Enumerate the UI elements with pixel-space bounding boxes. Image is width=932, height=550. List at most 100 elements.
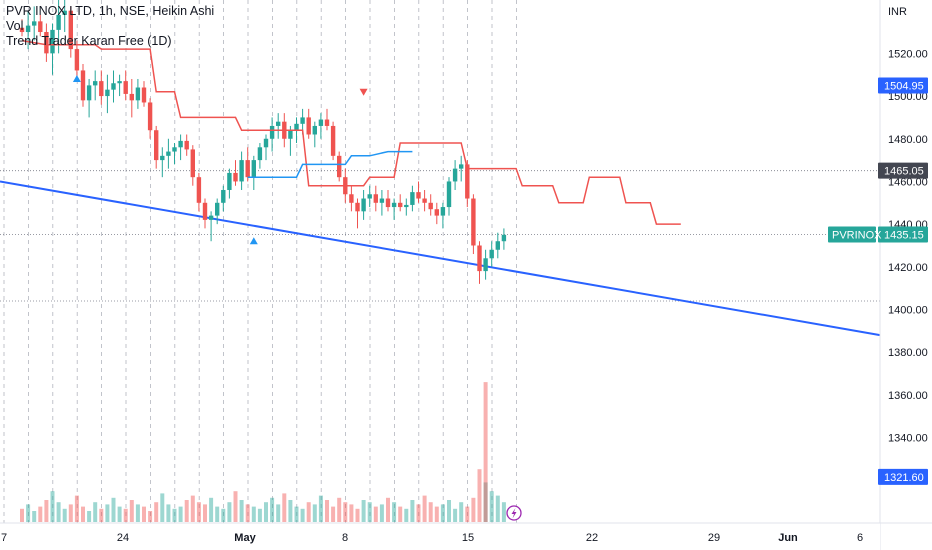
candle-body — [483, 258, 488, 272]
volume-bar — [245, 504, 250, 522]
candle-body — [440, 207, 446, 216]
candle-body — [318, 119, 324, 126]
candle-body — [416, 192, 421, 199]
candle-body — [111, 83, 116, 90]
candle-body — [227, 172, 232, 190]
volume-bar — [50, 491, 55, 522]
stop-level-badge-value: 1504.95 — [884, 80, 924, 92]
candle-body — [471, 198, 476, 246]
volume-bar — [62, 508, 67, 522]
volume-bar — [367, 502, 372, 522]
candle-body — [221, 189, 226, 203]
stop-level-badge — [878, 77, 928, 94]
candle-body — [68, 10, 73, 50]
indicator-blue-line — [247, 150, 413, 178]
volume-bar — [99, 508, 104, 522]
volume-bar — [483, 382, 488, 522]
price-tick-label: 1460.00 — [888, 176, 928, 188]
volume-bar — [87, 511, 92, 522]
time-tick-label: 8 — [342, 532, 348, 544]
volume-bar — [264, 502, 268, 522]
legend-indicator[interactable]: Trend Trader Karan Free (1D) — [6, 34, 172, 48]
volume-bar — [501, 502, 506, 522]
candle-body — [245, 160, 250, 178]
price-tick-label: 1360.00 — [888, 390, 928, 402]
candle-body — [459, 164, 464, 169]
volume-bar — [404, 508, 409, 522]
candle-body — [306, 117, 311, 135]
volume-bar — [331, 506, 336, 522]
candle-body — [135, 87, 141, 101]
volume-bar — [68, 504, 73, 522]
volume-bar — [38, 506, 43, 522]
indicator-red-line — [21, 39, 681, 225]
chart-legend: PVR INOX LTD, 1h, NSE, Heikin Ashi Vol T… — [6, 4, 214, 49]
candle-body — [373, 194, 378, 203]
volume-bar — [343, 502, 348, 522]
volume-bar — [434, 506, 439, 522]
time-tick-label: 24 — [117, 532, 129, 544]
price-tick-label: 1380.00 — [888, 347, 928, 359]
volume-bar — [428, 502, 433, 522]
volume-bar — [477, 469, 482, 522]
candle-body — [123, 81, 128, 94]
candle-body — [32, 21, 37, 26]
sell-signal-marker — [359, 88, 368, 96]
volume-bar — [282, 493, 287, 522]
volume-bar — [471, 497, 476, 522]
time-tick-label: 15 — [462, 532, 474, 544]
time-axis-bg — [0, 523, 880, 550]
buy-signal-marker — [72, 74, 81, 82]
candle-body — [184, 140, 189, 150]
volume-bar — [410, 500, 415, 522]
volume-bar — [178, 506, 183, 522]
candle-body — [410, 192, 415, 205]
last-price-badge-value: 1435.15 — [884, 229, 924, 241]
trendline[interactable] — [0, 180, 881, 337]
time-tick-label: 7 — [1, 532, 7, 544]
volume-bar — [312, 504, 317, 522]
time-tick-label: 22 — [586, 532, 598, 544]
candle-body — [391, 202, 397, 208]
candle-body — [312, 125, 317, 135]
last-price-badge — [878, 226, 928, 243]
candle-body — [74, 49, 80, 71]
time-tick-label: May — [234, 532, 256, 544]
legend-volume[interactable]: Vol — [6, 19, 24, 33]
legend-symbol[interactable]: PVR INOX LTD, 1h, NSE, Heikin Ashi — [6, 4, 215, 18]
last-price-badge-symbol — [828, 226, 876, 243]
volume-bar — [386, 497, 390, 522]
volume-series — [20, 382, 506, 522]
volume-bar — [300, 508, 305, 522]
candle-body — [501, 234, 507, 242]
buy-signal-marker — [249, 237, 258, 245]
volume-bar — [111, 497, 116, 522]
candle-body — [147, 102, 153, 131]
currency-label: INR — [888, 6, 907, 18]
candle-body — [141, 87, 147, 103]
price-tick-label: 1420.00 — [888, 262, 928, 274]
session-grid — [3, 0, 517, 523]
candle-body — [330, 125, 336, 156]
volume-bar — [276, 504, 281, 522]
time-axis[interactable]: 7 24 May 8 15 22 29 Jun 6 — [1, 532, 863, 544]
volume-bar — [398, 506, 403, 522]
price-tick-label: 1500.00 — [888, 91, 928, 103]
volume-bar — [447, 500, 451, 522]
candle-body — [269, 125, 275, 139]
lightning-icon[interactable] — [506, 505, 522, 521]
candle-body — [208, 215, 214, 220]
candle-body — [172, 147, 177, 152]
candle-body — [202, 202, 208, 220]
candle-body — [263, 138, 269, 148]
volume-bar — [489, 491, 494, 522]
volume-badge — [878, 468, 928, 485]
candle-body — [465, 164, 470, 199]
candle-body — [86, 85, 92, 101]
time-tick-label: 29 — [708, 532, 720, 544]
candle-body — [50, 29, 55, 54]
volume-bar — [215, 506, 220, 522]
candle-body — [117, 81, 122, 84]
